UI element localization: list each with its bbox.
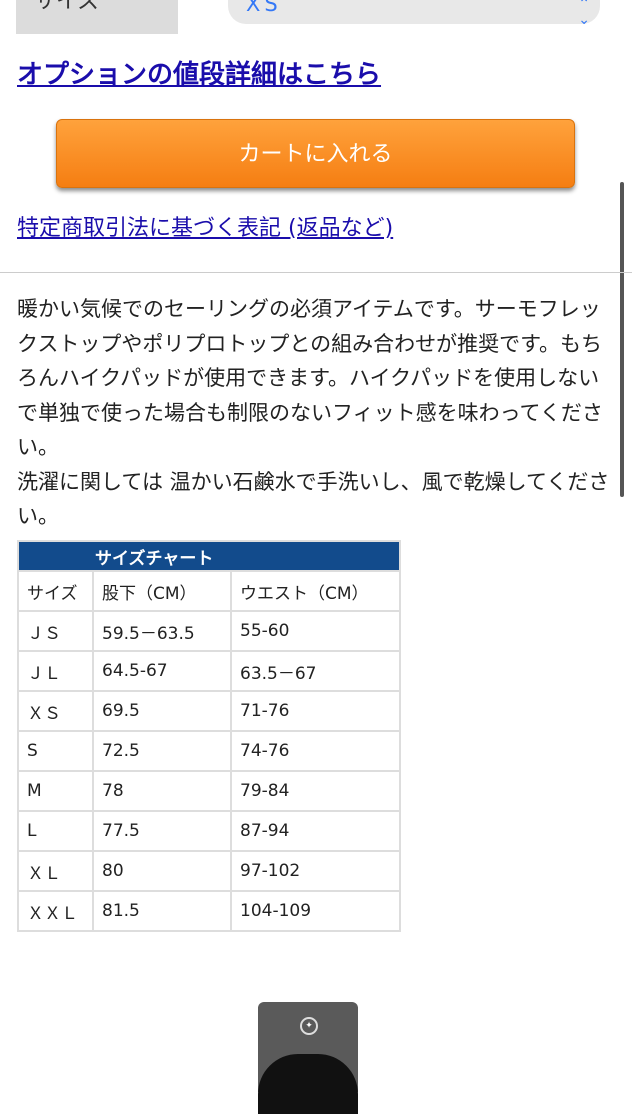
add-to-cart-button[interactable]: カートに入れる <box>56 119 575 188</box>
table-row: ＸＳ 69.5 71-76 <box>17 690 401 732</box>
description-paragraph: 洗濯に関しては 温かい石鹸水で手洗いし、風で乾燥してください。 <box>17 469 610 529</box>
product-image: ✦ <box>258 1002 358 1114</box>
table-cell: 69.5 <box>92 690 232 732</box>
table-cell: 72.5 <box>92 730 232 772</box>
table-cell: ＪＬ <box>17 650 94 692</box>
table-header-row: サイズ 股下（CM） ウエスト（CM） <box>17 570 401 612</box>
table-row: L 77.5 87-94 <box>17 810 401 852</box>
table-row: ＪＬ 64.5-67 63.5－67 <box>17 650 401 692</box>
size-chart-table: サイズチャート サイズ 股下（CM） ウエスト（CM） ＪＳ 59.5－63.5 5… <box>17 540 401 932</box>
size-label: サイズ <box>16 0 178 34</box>
table-cell: ＸＬ <box>17 850 94 892</box>
table-row: M 78 79-84 <box>17 770 401 812</box>
table-cell: 74-76 <box>230 730 401 772</box>
option-price-link[interactable]: オプションの値段詳細はこちら <box>17 60 382 90</box>
table-cell: 63.5－67 <box>230 650 401 692</box>
table-cell: 81.5 <box>92 890 232 932</box>
table-row: ＸＸＬ 81.5 104-109 <box>17 890 401 932</box>
legal-notice-link[interactable]: 特定商取引法に基づく表記 (返品など) <box>17 216 394 241</box>
table-cell: L <box>17 810 94 852</box>
table-cell: 87-94 <box>230 810 401 852</box>
table-row: ＪＳ 59.5－63.5 55-60 <box>17 610 401 652</box>
table-cell: 78 <box>92 770 232 812</box>
description-paragraph: 暖かい気候でのセーリングの必須アイテムです。サーモフレックストップやポリプロトッ… <box>17 297 603 459</box>
brand-logo-icon: ✦ <box>300 1017 318 1035</box>
table-cell: ＪＳ <box>17 610 94 652</box>
table-row: ＸＬ 80 97-102 <box>17 850 401 892</box>
table-cell: 104-109 <box>230 890 401 932</box>
table-cell: 80 <box>92 850 232 892</box>
table-cell: 55-60 <box>230 610 401 652</box>
product-description: 暖かい気候でのセーリングの必須アイテムです。サーモフレックストップやポリプロトッ… <box>17 292 617 534</box>
table-cell: 71-76 <box>230 690 401 732</box>
table-cell: 64.5-67 <box>92 650 232 692</box>
table-row: S 72.5 74-76 <box>17 730 401 772</box>
divider <box>0 272 632 273</box>
chevron-updown-icon: ⌃ ⌄ <box>578 0 590 28</box>
size-select[interactable]: XS ⌃ ⌄ <box>228 0 600 28</box>
table-cell: M <box>17 770 94 812</box>
header-cell: 股下（CM） <box>92 570 232 612</box>
table-cell: 79-84 <box>230 770 401 812</box>
scrollbar[interactable] <box>620 182 624 497</box>
table-cell: ＸＸＬ <box>17 890 94 932</box>
header-cell: ウエスト（CM） <box>230 570 401 612</box>
header-cell: サイズ <box>17 570 94 612</box>
table-cell: 77.5 <box>92 810 232 852</box>
size-select-value: XS <box>246 0 282 16</box>
table-cell: S <box>17 730 94 772</box>
table-cell: ＸＳ <box>17 690 94 732</box>
table-cell: 59.5－63.5 <box>92 610 232 652</box>
size-chart-title: サイズチャート <box>17 540 401 572</box>
table-cell: 97-102 <box>230 850 401 892</box>
